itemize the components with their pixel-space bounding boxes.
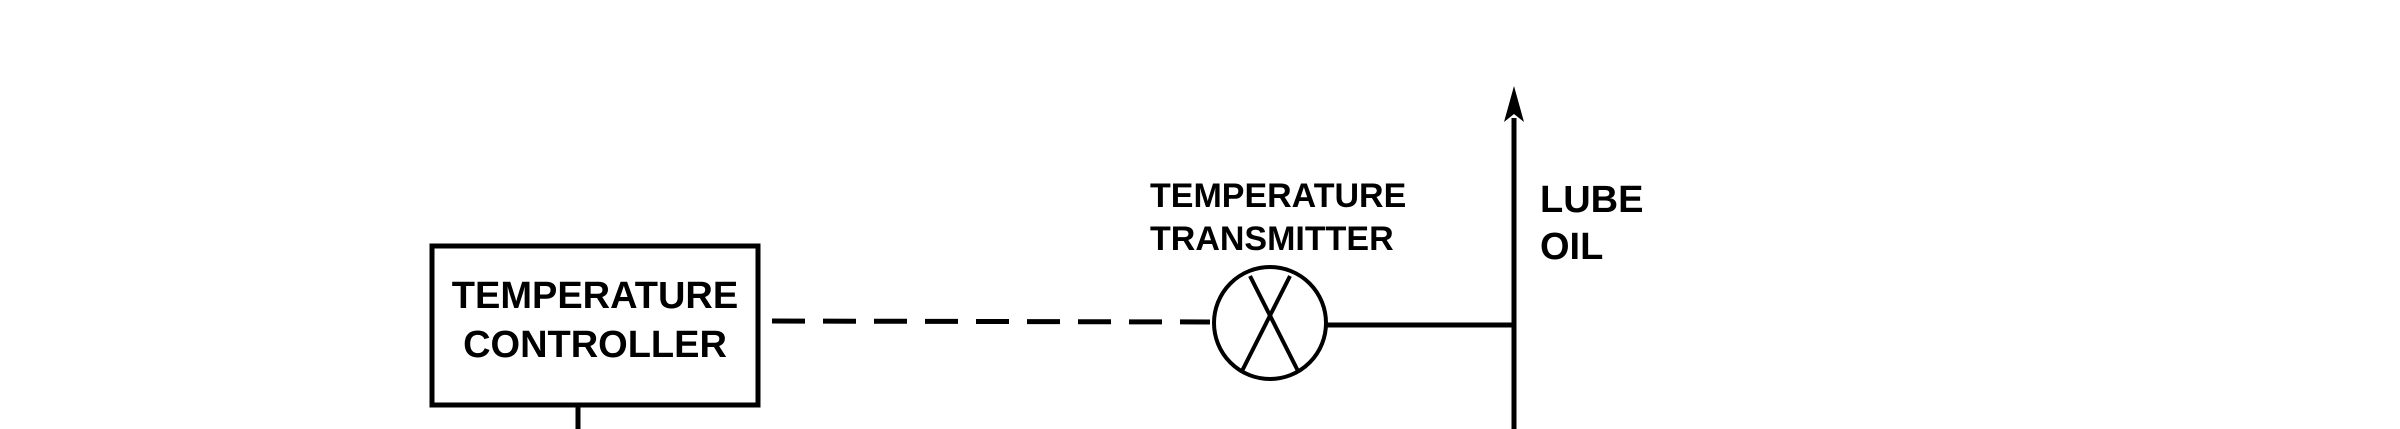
transmitter-cross-b	[1239, 275, 1292, 374]
controller-label-line2: CONTROLLER	[463, 324, 727, 366]
temperature-controller: TEMPERATURE CONTROLLER	[429, 243, 761, 429]
transmitter-label-line2: TRANSMITTER	[1150, 220, 1394, 258]
controller-box	[429, 243, 761, 408]
pipe-label-line2: OIL	[1540, 226, 1603, 268]
temperature-transmitter: TEMPERATURE TRANSMITTER	[1150, 177, 1406, 381]
flow-arrow-icon	[1504, 86, 1524, 122]
transmitter-symbol-icon	[1212, 265, 1328, 381]
transmitter-label-line1: TEMPERATURE	[1150, 177, 1406, 215]
transmitter-cross-a	[1248, 275, 1301, 374]
controller-label-line1: TEMPERATURE	[452, 275, 738, 317]
signal-line	[771, 318, 1211, 325]
pipe-label-line1: LUBE	[1540, 179, 1643, 221]
lube-oil-pipe: LUBE OIL	[1504, 86, 1643, 429]
